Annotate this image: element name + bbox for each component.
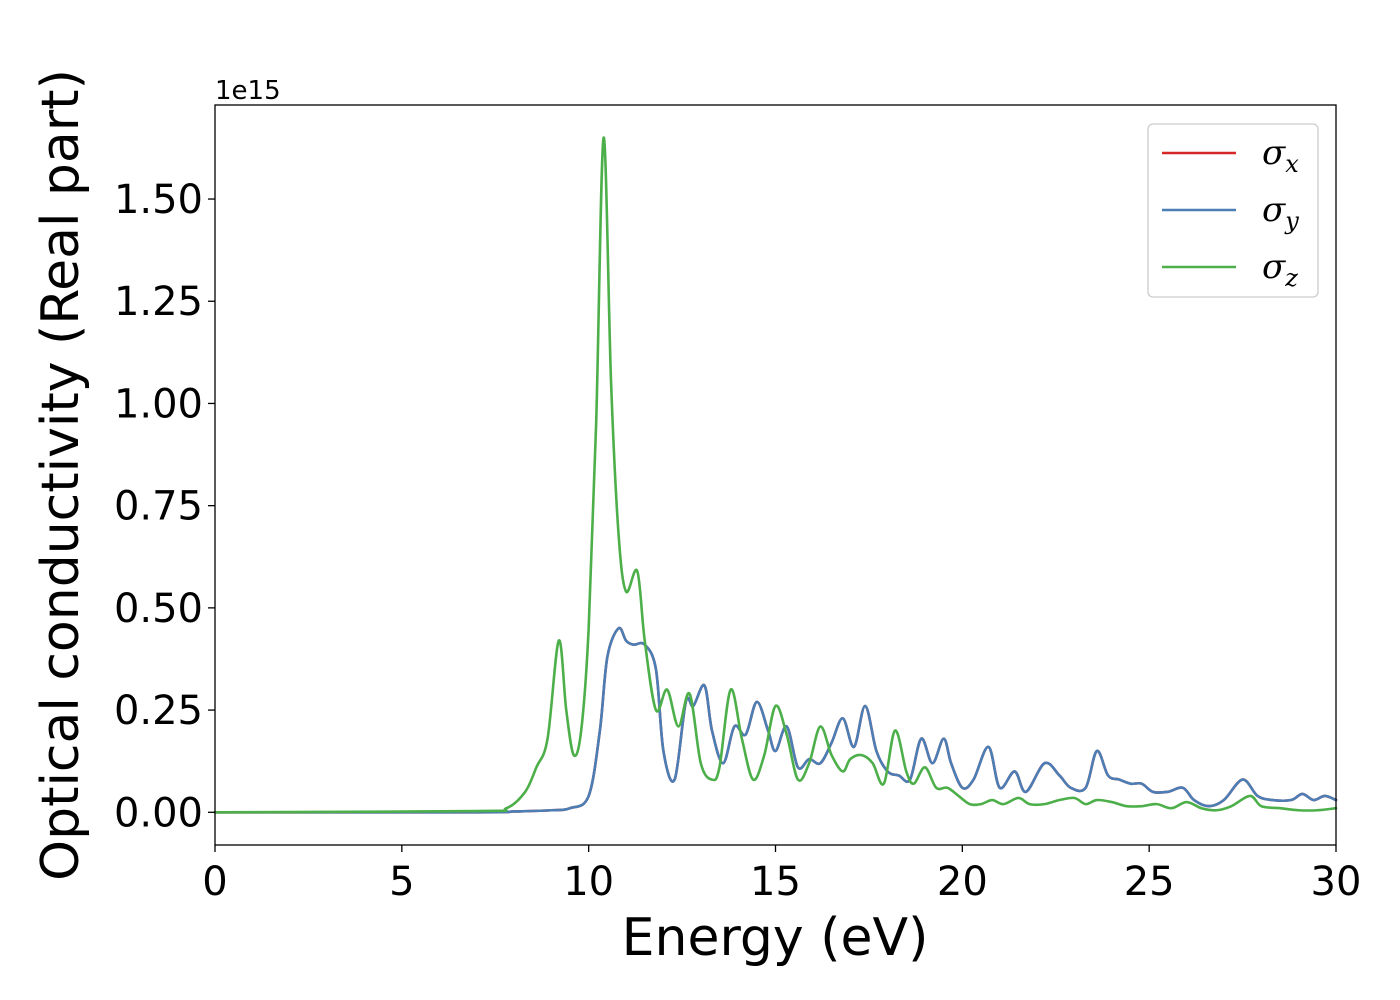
x-axis-label: Energy (eV): [622, 908, 929, 968]
x-tick-label: 15: [750, 859, 801, 905]
x-axis-ticks: 0 5 10 15 20 25 30: [202, 845, 1361, 905]
y-axis-label: Optical conductivity (Real part): [31, 69, 91, 881]
x-tick-label: 25: [1124, 859, 1175, 905]
legend-label-x: σx: [1262, 133, 1299, 178]
y-tick-label: 0.50: [114, 586, 203, 632]
legend-label-y: σy: [1262, 190, 1299, 235]
series-line-y: [213, 626, 1338, 814]
legend: σx σy σz: [1147, 123, 1319, 298]
x-tick-label: 30: [1311, 859, 1362, 905]
y-axis-ticks: 0.00 0.25 0.50 0.75 1.00 1.25 1.50: [114, 177, 215, 836]
y-tick-label: 1.50: [114, 177, 203, 223]
series-layer: [213, 136, 1338, 814]
y-tick-label: 1.00: [114, 381, 203, 427]
x-tick-label: 5: [389, 859, 414, 905]
x-tick-label: 20: [937, 859, 988, 905]
y-tick-label: 0.75: [114, 484, 203, 530]
y-tick-label: 1.25: [114, 279, 203, 325]
y-tick-label: 0.25: [114, 688, 203, 734]
x-tick-label: 10: [563, 859, 614, 905]
legend-label-z: σz: [1262, 247, 1298, 292]
y-tick-label: 0.00: [114, 790, 203, 836]
series-line-z: [213, 136, 1338, 814]
y-offset-label: 1e15: [215, 76, 281, 106]
x-tick-label: 0: [202, 859, 227, 905]
